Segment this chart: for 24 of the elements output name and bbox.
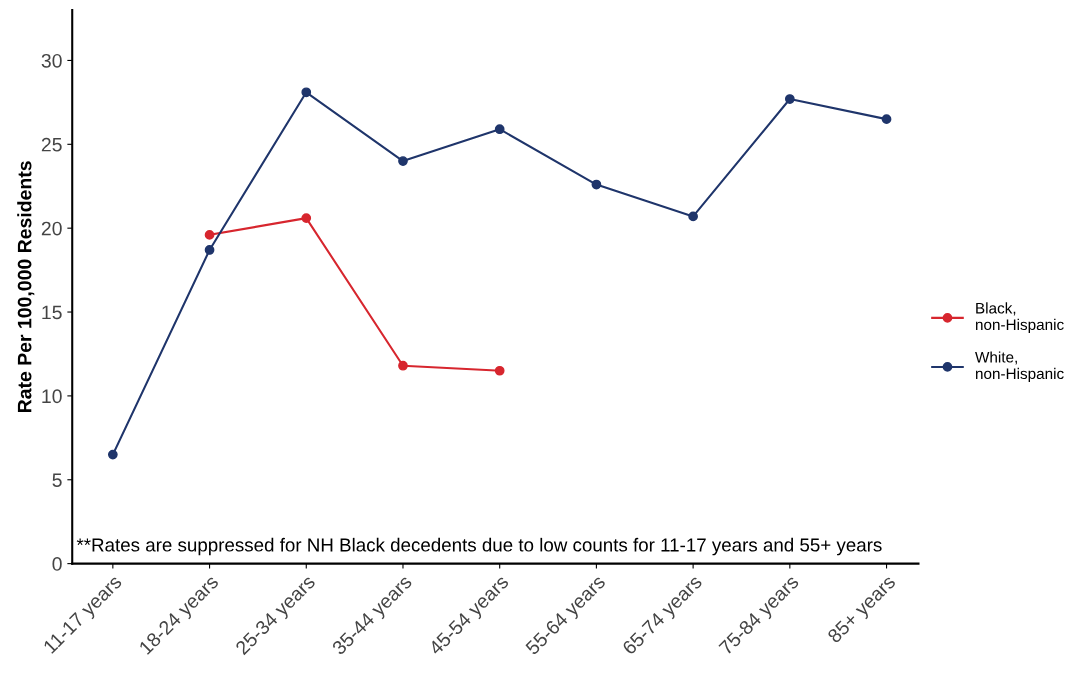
- point: [301, 87, 312, 98]
- point: [591, 179, 602, 190]
- point: [107, 449, 118, 460]
- point: [301, 213, 312, 223]
- y-axis-title: Rate Per 100,000 Residents: [17, 161, 35, 413]
- legend-label: Black, non-Hispanic: [976, 302, 1064, 334]
- point: [688, 211, 698, 222]
- annotation: **Rates are suppressed for NH Black decedents due to low counts for 11-17 years and 55+ years: [76, 537, 882, 556]
- legend-label: White, non-Hispanic: [975, 351, 1064, 383]
- y-tick-label: 10: [42, 389, 62, 404]
- y-tick-label: 20: [41, 221, 62, 236]
- point: [494, 124, 505, 135]
- point: [784, 94, 795, 104]
- point: [881, 114, 892, 125]
- y-tick-label: 15: [42, 305, 62, 320]
- y-tick-label: 25: [41, 137, 62, 152]
- point: [398, 156, 408, 166]
- y-tick-label: 0: [52, 557, 62, 571]
- point: [204, 245, 215, 255]
- point: [204, 230, 215, 240]
- point: [398, 360, 408, 371]
- point: [494, 365, 505, 376]
- y-tick-label: 30: [41, 53, 62, 68]
- y-tick-label: 5: [52, 473, 62, 487]
